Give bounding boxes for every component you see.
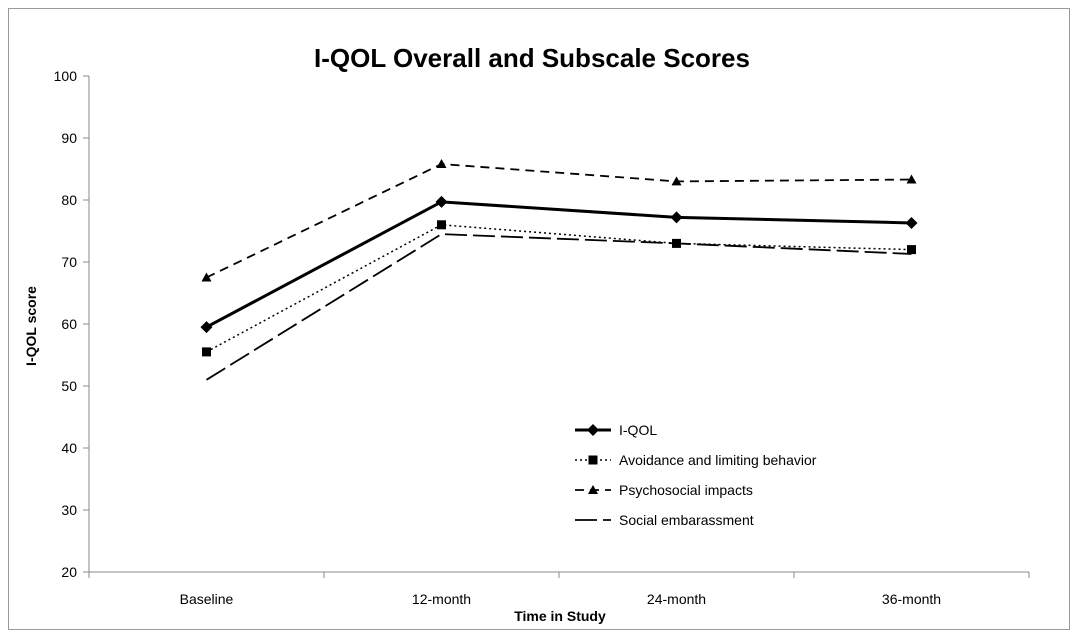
y-tick-label: 50	[61, 378, 77, 394]
series-3	[206, 233, 912, 381]
data-point	[201, 272, 212, 282]
data-point	[670, 211, 683, 224]
legend-marker	[588, 485, 598, 494]
x-tick-label: 36-month	[882, 591, 941, 607]
legend-label: Psychosocial impacts	[619, 482, 753, 498]
series-0	[200, 195, 918, 334]
series-line	[206, 224, 912, 353]
chart-frame: I-QOL Overall and Subscale Scores I-QOL …	[8, 8, 1070, 630]
y-tick-label: 20	[61, 564, 77, 580]
x-axis-title: Time in Study	[514, 608, 606, 624]
legend-label: Social embarassment	[619, 512, 754, 528]
y-tick-label: 90	[61, 130, 77, 146]
data-point	[905, 216, 918, 229]
data-point	[437, 220, 446, 230]
series-2	[201, 159, 917, 282]
data-point	[200, 321, 213, 334]
data-point	[671, 176, 682, 186]
y-tick-label: 30	[61, 502, 77, 518]
x-tick-label: Baseline	[180, 591, 234, 607]
data-point	[907, 245, 916, 255]
legend-label: Avoidance and limiting behavior	[619, 452, 817, 468]
line-chart: I-QOL Overall and Subscale Scores I-QOL …	[23, 43, 1030, 624]
y-tick-label: 40	[61, 440, 77, 456]
series-1	[202, 220, 916, 357]
y-axis-title: I-QOL score	[23, 286, 39, 366]
legend: I-QOL Avoidance and limiting behavior Psyc…	[575, 422, 817, 528]
series-layer	[200, 159, 918, 381]
data-point	[435, 195, 448, 208]
axes: 20 30 40 50 60 70 80 90 100 Baseline 12-month 24-mo…	[54, 68, 1030, 607]
y-tick-label: 100	[54, 68, 78, 84]
x-tick-label: 12-month	[412, 591, 471, 607]
data-point	[906, 174, 917, 184]
data-point	[436, 159, 447, 169]
y-tick-label: 80	[61, 192, 77, 208]
data-point	[672, 238, 681, 248]
legend-label: I-QOL	[619, 422, 657, 438]
x-tick-label: 24-month	[647, 591, 706, 607]
y-tick-label: 70	[61, 254, 77, 270]
series-line	[206, 233, 912, 381]
legend-marker	[588, 455, 598, 465]
y-tick-label: 60	[61, 316, 77, 332]
data-point	[202, 347, 211, 357]
legend-marker	[587, 424, 599, 436]
chart-title: I-QOL Overall and Subscale Scores	[314, 43, 750, 73]
series-line	[206, 163, 912, 279]
series-line	[205, 200, 912, 329]
